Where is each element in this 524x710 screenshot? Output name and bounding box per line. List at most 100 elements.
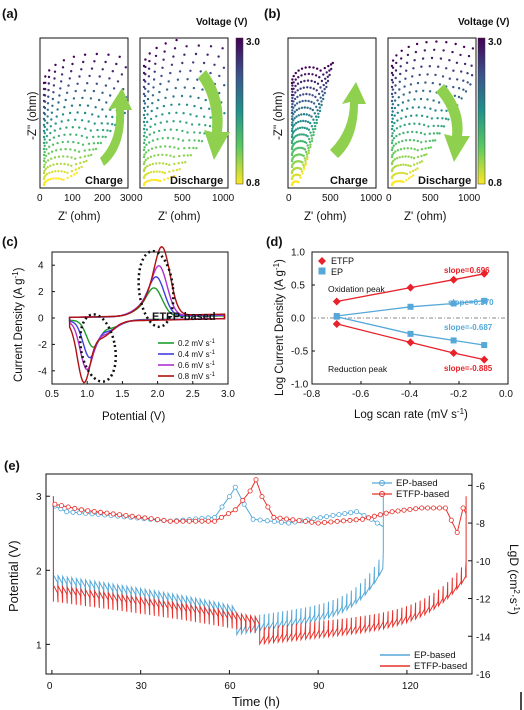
nyquist-point [430, 117, 434, 120]
nyquist-point [453, 94, 457, 98]
nyquist-point [151, 139, 155, 142]
ytick-right-label-e: -14 [476, 632, 491, 643]
data-point-square [407, 303, 414, 310]
nyquist-point [296, 95, 299, 99]
nyquist-point [294, 84, 297, 88]
lgd-point [232, 484, 238, 490]
nyquist-point [394, 91, 397, 95]
nyquist-point [433, 48, 436, 51]
lgd-point [413, 506, 419, 512]
nyquist-point [314, 95, 317, 99]
nyquist-point [394, 84, 397, 87]
nyquist-point [460, 97, 463, 100]
nyquist-point [53, 129, 56, 132]
lgd-point [98, 509, 104, 515]
nyquist-point [462, 45, 466, 49]
nyquist-point [311, 108, 314, 112]
nyquist-point [302, 86, 305, 89]
nyquist-point [391, 110, 394, 113]
nyquist-point [439, 57, 443, 60]
nyquist-point [305, 153, 309, 156]
nyquist-point [317, 102, 321, 106]
nyquist-point [297, 120, 300, 124]
nyquist-point [309, 145, 312, 149]
nyquist-point [143, 146, 146, 149]
nyquist-point [60, 73, 64, 76]
lgd-point [212, 518, 218, 524]
data-point-diamond [332, 297, 341, 306]
lgd-point [142, 515, 148, 521]
nyquist-point [151, 94, 155, 97]
nyquist-point [144, 151, 148, 154]
ytick-label-c: 2 [38, 287, 44, 298]
nyquist-point [66, 163, 70, 166]
nyquist-point [420, 141, 423, 144]
nyquist-point [74, 157, 77, 160]
ylabel-e: Potential (V) [6, 540, 21, 612]
nyquist-point [143, 138, 146, 142]
nyquist-point [412, 139, 416, 142]
panel-a: (a) Voltage (V) 3.0 0.8 Charge 0 100 200… [2, 6, 260, 223]
nyquist-point [406, 131, 409, 134]
nyquist-point [62, 178, 65, 181]
nyquist-point [163, 178, 166, 181]
nyquist-point [438, 83, 442, 86]
nyquist-point [402, 163, 405, 166]
nyquist-point [161, 66, 164, 70]
nyquist-point [180, 94, 184, 98]
nyquist-point [306, 106, 309, 110]
nyquist-point [297, 181, 300, 184]
nyquist-point [48, 171, 51, 174]
lgd-point [328, 519, 334, 525]
nyquist-point [93, 122, 96, 125]
nyquist-point [200, 140, 204, 143]
nyquist-point [391, 124, 394, 128]
nyquist-point [306, 120, 310, 124]
xtick-b2-2: 1000 [458, 193, 481, 204]
nyquist-point [304, 134, 307, 137]
xtick-a2-0: 0 [137, 193, 143, 204]
lgd-point [161, 517, 167, 523]
lgd-point [334, 518, 340, 524]
nyquist-point [95, 82, 99, 86]
data-point-diamond [449, 348, 458, 357]
nyquist-point [209, 116, 212, 119]
nyquist-point [406, 107, 409, 110]
lgd-point [70, 509, 76, 515]
colorbar-max-b: 3.0 [488, 37, 502, 48]
reduction-label: Reduction peak [328, 364, 388, 374]
nyquist-point [313, 80, 317, 84]
nyquist-point [49, 164, 52, 167]
nyquist-point [394, 76, 397, 80]
nyquist-point [142, 85, 146, 89]
nyquist-point [445, 41, 448, 44]
nyquist-point [302, 93, 305, 96]
nyquist-point [290, 135, 294, 139]
panel-label-d: (d) [266, 234, 283, 249]
nyquist-point [154, 162, 158, 165]
nyquist-point [294, 71, 297, 75]
nyquist-point [415, 114, 418, 117]
nyquist-point [48, 69, 51, 72]
nyquist-point [97, 115, 100, 118]
nyquist-point [323, 66, 326, 70]
nyquist-point [45, 134, 49, 138]
nyquist-point [405, 172, 409, 176]
nyquist-point [307, 99, 310, 103]
ytick-label-e: 2 [36, 566, 42, 577]
fit-line [336, 300, 485, 317]
nyquist-point [460, 70, 463, 73]
nyquist-point [326, 79, 330, 83]
nyquist-point [328, 69, 331, 72]
nyquist-point [413, 98, 416, 101]
nyquist-point [324, 77, 327, 81]
nyquist-point [423, 153, 426, 157]
nyquist-point [80, 165, 83, 169]
nyquist-point [304, 99, 307, 103]
nyquist-point [412, 174, 415, 177]
nyquist-point [408, 122, 411, 126]
nyquist-point [63, 106, 66, 109]
nyquist-point [189, 95, 192, 98]
colorbar-title-b: Voltage (V) [458, 17, 509, 28]
nyquist-point [50, 150, 54, 153]
